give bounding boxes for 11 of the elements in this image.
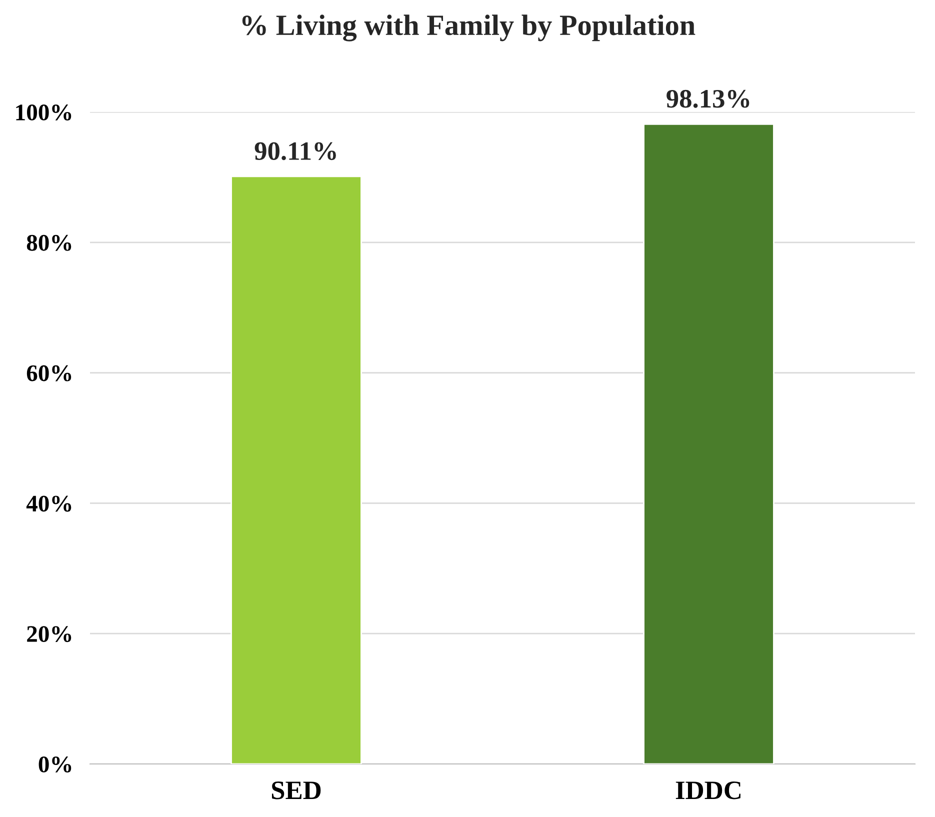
y-tick-label: 20% (27, 626, 72, 642)
y-tick-label: 60% (26, 365, 72, 382)
chart-title: % Living with Family by Population (242, 14, 696, 42)
y-tick-label: 100% (16, 104, 72, 120)
y-tick-label: 40% (26, 496, 72, 512)
y-tick-label: 0% (38, 756, 72, 772)
y-tick-label: 80% (26, 234, 72, 251)
data-label: 90.11% (254, 142, 336, 160)
x-tick-label: IDDC (676, 782, 740, 800)
data-label: 98.13% (666, 90, 750, 108)
x-tick-label: SED (272, 782, 321, 800)
